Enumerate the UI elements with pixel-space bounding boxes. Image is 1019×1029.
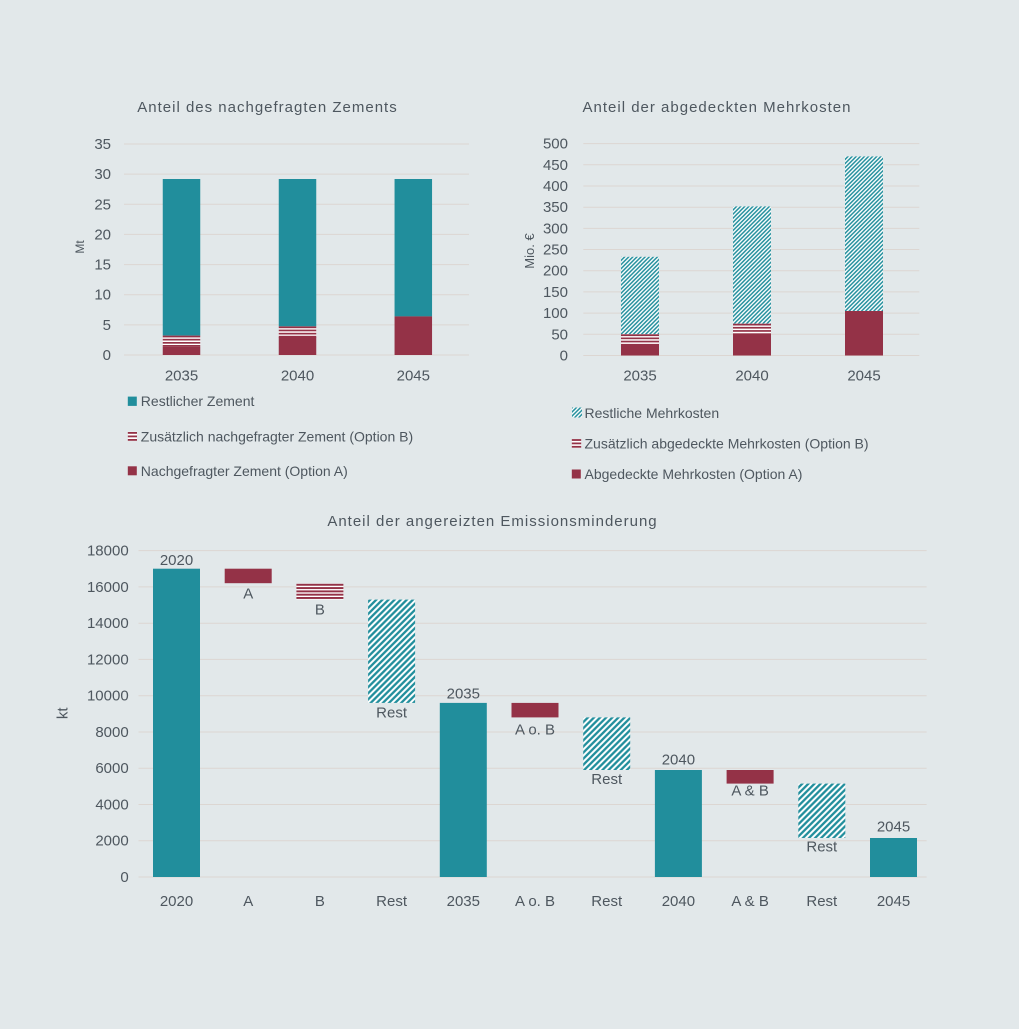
svg-text:2045: 2045 <box>877 893 910 910</box>
svg-text:2045: 2045 <box>847 368 880 385</box>
svg-text:2020: 2020 <box>160 893 193 910</box>
svg-text:14000: 14000 <box>87 615 129 632</box>
svg-text:Mio. €: Mio. € <box>522 233 537 269</box>
svg-text:250: 250 <box>543 242 568 259</box>
svg-text:500: 500 <box>543 136 568 153</box>
svg-text:2035: 2035 <box>623 368 656 385</box>
svg-text:0: 0 <box>560 348 568 365</box>
svg-text:8000: 8000 <box>95 724 128 741</box>
svg-text:35: 35 <box>94 136 111 153</box>
svg-text:A o. B: A o. B <box>515 722 555 739</box>
svg-text:2040: 2040 <box>735 368 768 385</box>
svg-text:10000: 10000 <box>87 688 129 705</box>
svg-text:Rest: Rest <box>806 893 838 910</box>
svg-text:Zusätzlich abgedeckte Mehrkost: Zusätzlich abgedeckte Mehrkosten (Option… <box>585 436 869 452</box>
svg-text:16000: 16000 <box>87 579 129 596</box>
svg-text:Rest: Rest <box>376 705 408 722</box>
svg-text:50: 50 <box>551 326 568 343</box>
svg-text:18000: 18000 <box>87 543 129 560</box>
svg-text:Zusätzlich nachgefragter Zemen: Zusätzlich nachgefragter Zement (Option … <box>141 428 413 444</box>
svg-text:Nachgefragter Zement (Option A: Nachgefragter Zement (Option A) <box>141 463 348 479</box>
svg-text:2040: 2040 <box>281 368 314 385</box>
svg-text:Rest: Rest <box>806 839 838 856</box>
svg-text:350: 350 <box>543 199 568 216</box>
svg-text:6000: 6000 <box>95 760 128 777</box>
svg-text:A: A <box>243 586 253 603</box>
svg-text:Abgedeckte Mehrkosten (Option: Abgedeckte Mehrkosten (Option A) <box>585 466 803 482</box>
svg-text:0: 0 <box>103 347 111 364</box>
svg-text:Rest: Rest <box>591 893 623 910</box>
svg-text:kt: kt <box>55 707 72 720</box>
svg-text:Anteil des nachgefragten Zemen: Anteil des nachgefragten Zements <box>137 99 397 116</box>
svg-text:0: 0 <box>120 869 128 886</box>
svg-text:2035: 2035 <box>447 686 480 703</box>
svg-text:Anteil der angereizten Emissio: Anteil der angereizten Emissionsminderun… <box>327 513 657 530</box>
svg-text:Rest: Rest <box>591 771 623 788</box>
svg-text:Rest: Rest <box>376 893 408 910</box>
svg-text:10: 10 <box>94 287 111 304</box>
svg-text:2000: 2000 <box>95 833 128 850</box>
svg-text:Restlicher Zement: Restlicher Zement <box>141 393 255 409</box>
svg-text:100: 100 <box>543 305 568 322</box>
svg-text:20: 20 <box>94 226 111 243</box>
svg-text:200: 200 <box>543 263 568 280</box>
svg-text:300: 300 <box>543 220 568 237</box>
svg-text:Mt: Mt <box>73 240 87 254</box>
svg-text:150: 150 <box>543 284 568 301</box>
svg-text:30: 30 <box>94 166 111 183</box>
svg-text:400: 400 <box>543 178 568 195</box>
svg-text:Anteil der abgedeckten Mehrkos: Anteil der abgedeckten Mehrkosten <box>583 99 852 116</box>
svg-text:2045: 2045 <box>877 819 910 836</box>
svg-text:A & B: A & B <box>731 893 769 910</box>
svg-text:A & B: A & B <box>731 783 769 800</box>
svg-text:2035: 2035 <box>447 893 480 910</box>
svg-text:5: 5 <box>103 317 111 334</box>
svg-text:12000: 12000 <box>87 651 129 668</box>
svg-text:2040: 2040 <box>662 752 695 769</box>
svg-text:A o. B: A o. B <box>515 893 555 910</box>
svg-text:4000: 4000 <box>95 797 128 814</box>
svg-text:A: A <box>243 893 253 910</box>
svg-text:B: B <box>315 602 325 619</box>
svg-text:2045: 2045 <box>397 368 430 385</box>
svg-text:450: 450 <box>543 157 568 174</box>
svg-text:Restliche Mehrkosten: Restliche Mehrkosten <box>585 405 720 421</box>
svg-text:25: 25 <box>94 196 111 213</box>
svg-text:2040: 2040 <box>662 893 695 910</box>
svg-text:15: 15 <box>94 257 111 274</box>
svg-text:2035: 2035 <box>165 368 198 385</box>
svg-text:B: B <box>315 893 325 910</box>
svg-text:2020: 2020 <box>160 552 193 569</box>
